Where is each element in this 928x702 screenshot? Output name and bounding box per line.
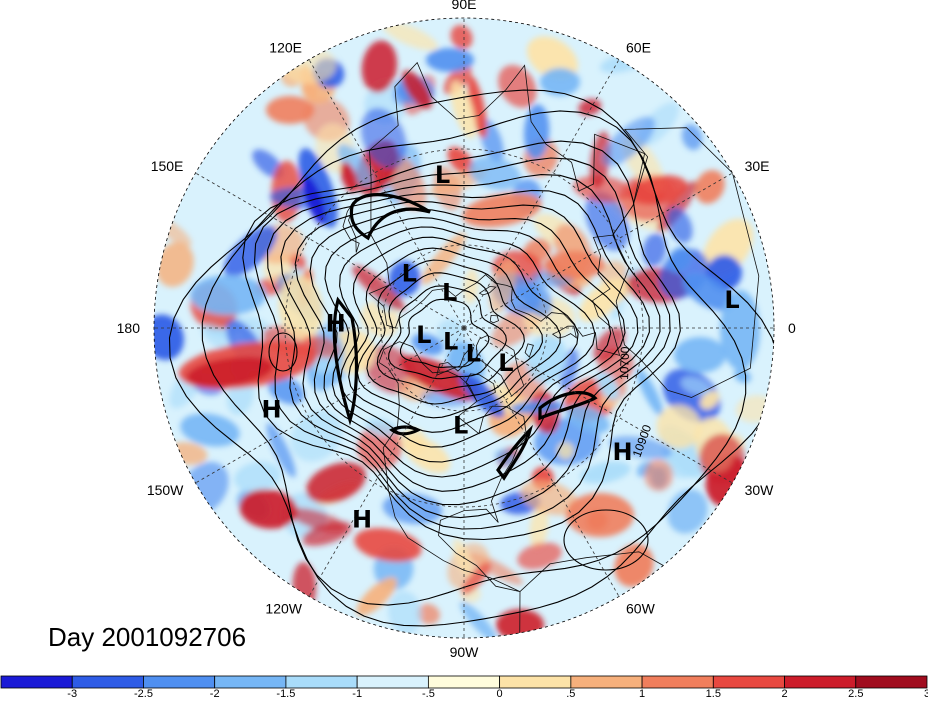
longitude-labels: 90E 60E 30E 0 30W 60W 90W 120W 150W 180 150E 120E [117, 0, 796, 660]
low-pressure-marker: L [416, 321, 431, 349]
geography-and-contours [154, 18, 774, 638]
high-pressure-marker: H [261, 396, 281, 424]
colorbar: -3 -2.5 -2 -1.5 -1 -.5 0 .5 1 1.5 2 2.5 3 [0, 675, 928, 700]
longitude-label: 120W [265, 601, 302, 617]
colorbar-tick-label: -3 [67, 688, 77, 700]
longitude-label: 120E [269, 39, 302, 55]
colorbar-tick-label: 0 [497, 688, 503, 700]
longitude-label: 60W [626, 601, 656, 617]
low-pressure-marker: L [443, 327, 458, 355]
colorbar-tick-label: 2 [781, 688, 787, 700]
colorbar-tick-label: 1 [639, 688, 645, 700]
longitude-label: 90E [452, 0, 477, 12]
colorbar-tick-label: 3 [924, 688, 928, 700]
colorbar-tick-label: -2 [210, 688, 220, 700]
low-pressure-marker: L [466, 340, 481, 368]
low-pressure-marker: L [453, 412, 468, 440]
longitude-label: 0 [788, 320, 796, 336]
high-pressure-marker: H [613, 438, 633, 466]
low-pressure-marker: L [498, 349, 513, 377]
colorbar-swatch [499, 675, 572, 689]
high-pressure-marker: H [326, 310, 346, 338]
contour-label-10700: 10700 [617, 346, 632, 380]
longitude-label: 150E [151, 158, 184, 174]
colorbar-tick-label: -1 [352, 688, 362, 700]
colorbar-swatch [784, 675, 857, 689]
colorbar-swatch [356, 675, 429, 689]
low-pressure-marker: L [435, 161, 450, 189]
longitude-label: 60E [626, 39, 651, 55]
page-title: Day 2001092706 [48, 622, 246, 652]
colorbar-tick-label: -1.5 [276, 688, 295, 700]
colorbar-tick-label: 1.5 [706, 688, 721, 700]
height-contours [168, 89, 774, 627]
colorbar-swatch [641, 675, 714, 689]
longitude-label: 30E [745, 158, 770, 174]
colorbar-swatch [214, 675, 287, 689]
colorbar-swatch [285, 675, 358, 689]
jet-contours [332, 193, 598, 481]
longitude-label: 30W [745, 482, 775, 498]
high-pressure-marker: H [352, 506, 372, 534]
colorbar-swatch [0, 675, 73, 689]
colorbar-swatch [712, 675, 785, 689]
colorbar-swatch [855, 675, 928, 689]
colorbar-tick-label: .5 [566, 688, 575, 700]
colorbar-swatch [570, 675, 643, 689]
colorbar-tick-label: -.5 [422, 688, 435, 700]
low-pressure-marker: L [442, 279, 457, 307]
colorbar-tick-label: 2.5 [848, 688, 863, 700]
map-boundary [153, 17, 775, 639]
longitude-label: 150W [147, 482, 184, 498]
lat-lon-grid [154, 18, 774, 638]
colorbar-swatch [143, 675, 216, 689]
low-pressure-marker: L [724, 286, 739, 314]
colorbar-tick-label: -2.5 [134, 688, 153, 700]
longitude-label: 90W [450, 644, 480, 660]
longitude-label: 180 [117, 320, 141, 336]
colorbar-swatch [71, 675, 144, 689]
low-pressure-marker: L [402, 259, 417, 287]
colorbar-swatch [427, 675, 501, 689]
